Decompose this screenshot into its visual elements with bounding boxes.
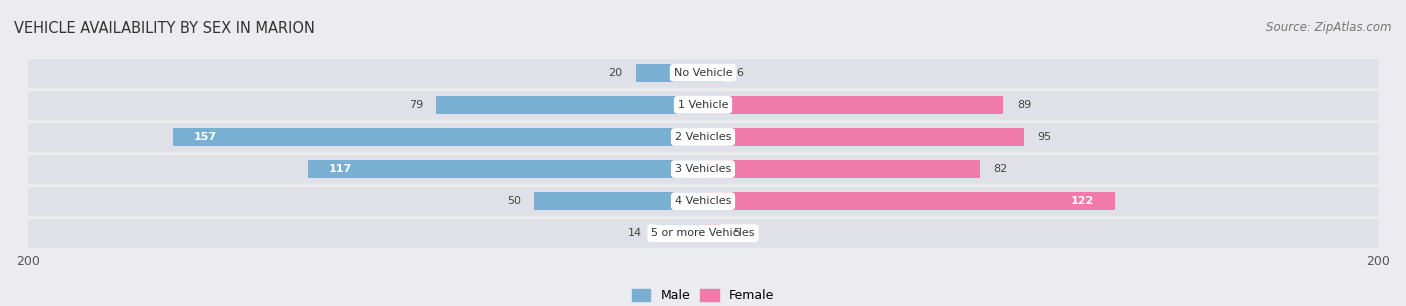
Bar [703, 224, 720, 242]
Text: 82: 82 [993, 164, 1008, 174]
Bar [28, 186, 1378, 216]
Bar [308, 160, 703, 178]
Bar [703, 160, 980, 178]
Legend: Male, Female: Male, Female [627, 284, 779, 306]
Text: 157: 157 [194, 132, 217, 142]
Bar [703, 96, 1004, 114]
Bar [28, 218, 1378, 248]
Text: 5: 5 [734, 228, 741, 238]
Bar [703, 128, 1024, 146]
Text: 79: 79 [409, 100, 423, 110]
Text: 3 Vehicles: 3 Vehicles [675, 164, 731, 174]
Text: No Vehicle: No Vehicle [673, 68, 733, 78]
Bar [655, 224, 703, 242]
Text: VEHICLE AVAILABILITY BY SEX IN MARION: VEHICLE AVAILABILITY BY SEX IN MARION [14, 21, 315, 36]
Bar [636, 64, 703, 82]
Bar [28, 154, 1378, 184]
Text: 1 Vehicle: 1 Vehicle [678, 100, 728, 110]
Bar [436, 96, 703, 114]
Text: 95: 95 [1038, 132, 1052, 142]
Bar [703, 192, 1115, 210]
Text: 122: 122 [1071, 196, 1094, 206]
Text: 20: 20 [607, 68, 621, 78]
Bar [28, 90, 1378, 120]
Bar [534, 192, 703, 210]
Text: 14: 14 [628, 228, 643, 238]
Text: 5 or more Vehicles: 5 or more Vehicles [651, 228, 755, 238]
Text: 117: 117 [329, 164, 352, 174]
Bar [703, 64, 723, 82]
Text: 6: 6 [737, 68, 744, 78]
Bar [28, 58, 1378, 88]
Text: 4 Vehicles: 4 Vehicles [675, 196, 731, 206]
Text: Source: ZipAtlas.com: Source: ZipAtlas.com [1267, 21, 1392, 34]
Text: 50: 50 [506, 196, 520, 206]
Bar [173, 128, 703, 146]
Text: 89: 89 [1017, 100, 1031, 110]
Text: 2 Vehicles: 2 Vehicles [675, 132, 731, 142]
Bar [28, 122, 1378, 152]
